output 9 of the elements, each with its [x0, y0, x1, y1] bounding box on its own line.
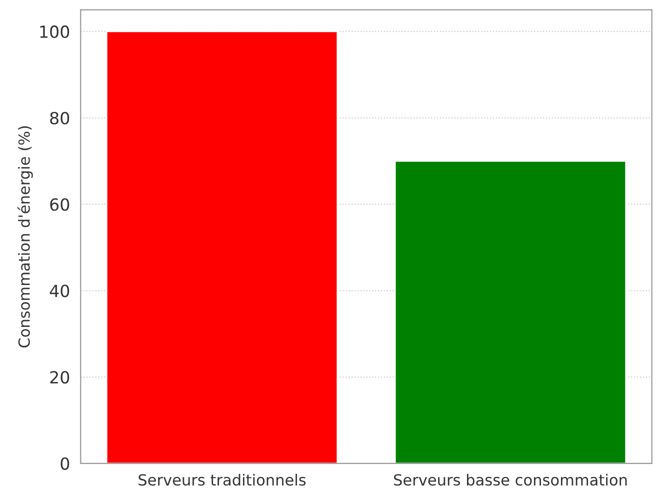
y-axis-title: Consommation d'énergie (%)	[17, 126, 33, 348]
y-tick-label: 20	[50, 370, 70, 384]
y-tick-label: 40	[50, 284, 70, 298]
x-tick-label: Serveurs traditionnels	[138, 474, 306, 486]
y-tick-label: 60	[50, 198, 70, 211]
x-tick-label: Serveurs basse consommation	[394, 474, 627, 486]
y-tick-label: 0	[60, 457, 70, 470]
y-tick-label: 80	[50, 112, 70, 124]
y-tick-label: 100	[40, 25, 70, 38]
